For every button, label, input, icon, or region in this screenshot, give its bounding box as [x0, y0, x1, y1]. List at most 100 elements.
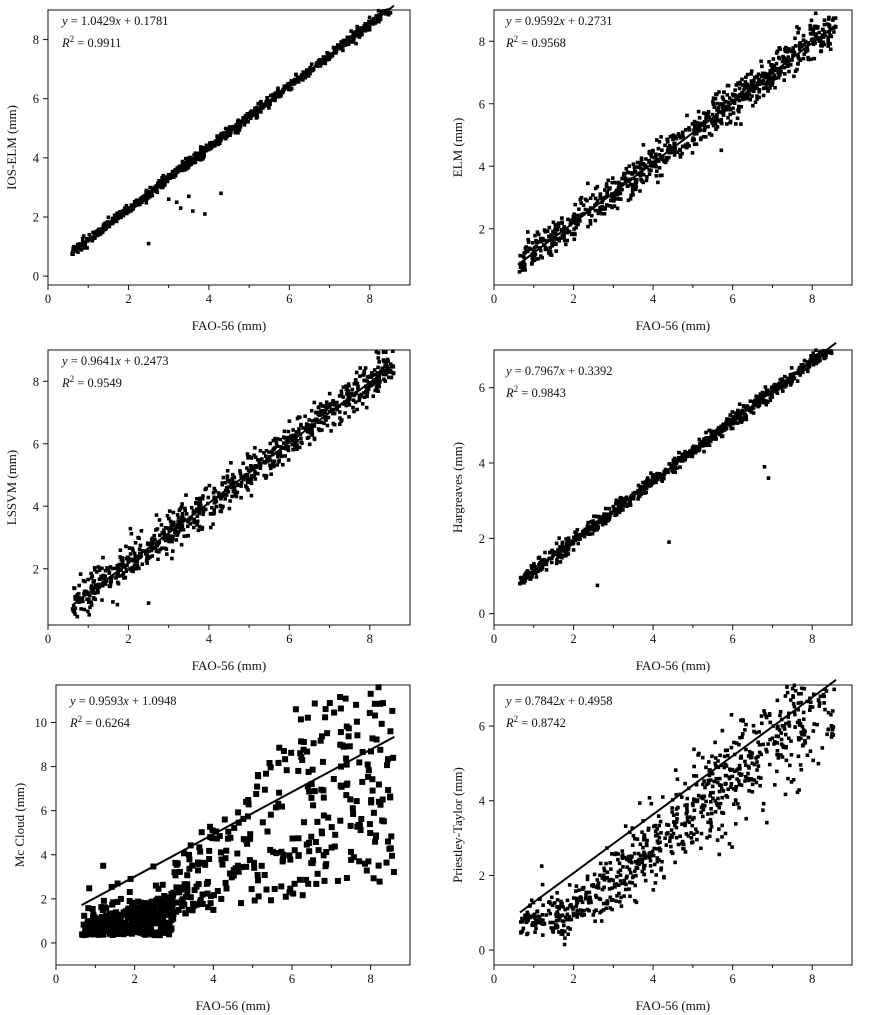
data-point — [206, 847, 213, 854]
data-point — [771, 386, 775, 391]
data-point — [719, 783, 723, 788]
data-point — [337, 729, 344, 736]
data-point — [711, 96, 716, 100]
data-point — [750, 782, 755, 787]
data-point — [287, 885, 294, 892]
data-point — [810, 705, 815, 709]
data-point — [712, 779, 717, 784]
data-point — [736, 411, 741, 416]
data-point — [574, 221, 578, 226]
data-point — [610, 907, 614, 912]
data-point — [545, 229, 550, 233]
data-point — [389, 707, 396, 714]
data-point — [600, 204, 604, 209]
data-point — [657, 152, 662, 157]
data-point — [714, 776, 719, 781]
data-point — [85, 921, 92, 928]
data-point — [525, 910, 530, 915]
data-point — [662, 476, 666, 481]
data-point — [568, 218, 573, 223]
data-point — [635, 861, 639, 866]
data-point — [219, 191, 223, 196]
data-point — [776, 724, 780, 729]
data-point — [662, 472, 667, 476]
data-point — [212, 511, 216, 516]
data-point — [659, 831, 663, 835]
data-point — [788, 763, 792, 768]
data-point — [298, 754, 305, 760]
data-point — [633, 183, 637, 187]
data-point — [808, 749, 813, 753]
data-point — [602, 866, 606, 871]
data-point — [316, 420, 321, 425]
data-point — [86, 600, 91, 604]
data-point — [192, 525, 196, 530]
data-point — [756, 404, 760, 409]
data-point — [796, 736, 801, 740]
data-point — [288, 749, 295, 756]
data-point — [774, 51, 779, 55]
data-point — [225, 477, 230, 482]
data-point — [369, 735, 376, 742]
data-point — [684, 832, 689, 836]
data-point — [346, 391, 351, 396]
data-point — [379, 10, 383, 15]
data-point — [195, 523, 199, 527]
data-point — [301, 78, 305, 82]
data-point — [130, 546, 135, 551]
data-point — [127, 910, 134, 917]
data-point — [384, 370, 389, 375]
data-point — [670, 810, 674, 814]
y-tick-label: 4 — [479, 457, 486, 471]
data-point — [592, 528, 597, 533]
data-point — [370, 372, 374, 377]
data-point — [73, 612, 77, 616]
data-point — [714, 127, 718, 132]
data-point — [788, 62, 793, 67]
data-point — [582, 534, 587, 539]
data-point — [721, 811, 726, 815]
data-point — [622, 171, 626, 176]
data-point — [734, 122, 738, 126]
data-point — [593, 196, 598, 201]
data-point — [678, 147, 682, 152]
data-point — [163, 526, 168, 530]
data-point — [705, 835, 709, 840]
data-point — [337, 817, 344, 824]
data-point — [86, 885, 93, 892]
data-point — [140, 200, 144, 204]
data-point — [528, 247, 533, 252]
data-point — [653, 881, 658, 885]
data-point — [165, 552, 169, 556]
data-point — [177, 508, 182, 513]
data-point — [327, 402, 332, 407]
data-point — [733, 88, 737, 92]
data-point — [209, 827, 216, 834]
data-point — [518, 576, 523, 580]
data-point — [756, 72, 761, 76]
data-point — [183, 508, 187, 512]
data-point — [806, 55, 810, 60]
data-point — [254, 455, 258, 459]
data-point — [358, 816, 365, 822]
data-point — [263, 886, 270, 893]
data-point — [517, 270, 522, 274]
data-point — [374, 386, 379, 390]
data-point — [83, 242, 88, 247]
data-point — [731, 99, 736, 103]
data-point — [562, 234, 566, 239]
data-point — [255, 112, 259, 116]
data-point — [127, 928, 133, 935]
data-point — [775, 741, 779, 745]
data-point — [154, 513, 159, 517]
data-point — [772, 63, 777, 68]
data-point — [331, 843, 338, 850]
data-point — [752, 762, 757, 767]
data-point — [97, 585, 101, 589]
data-point — [378, 17, 383, 22]
data-point — [273, 850, 280, 857]
data-point — [249, 466, 253, 470]
data-point — [672, 143, 677, 147]
regression-equation: y = 0.9593x + 1.0948 — [68, 694, 177, 708]
data-point — [678, 834, 682, 839]
